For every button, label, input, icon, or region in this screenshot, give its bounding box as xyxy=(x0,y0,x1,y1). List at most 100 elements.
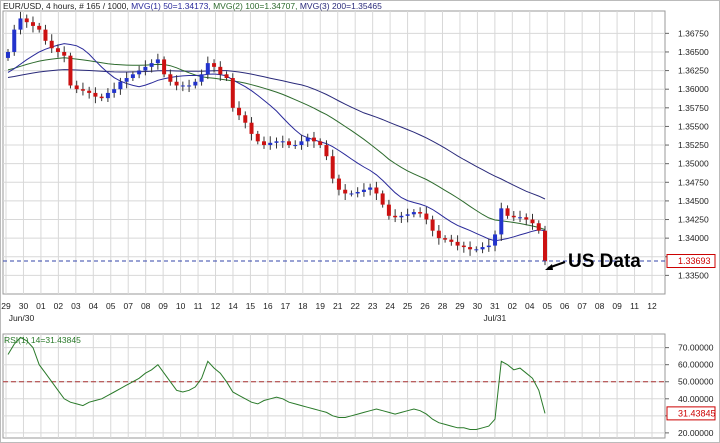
rsi-grid xyxy=(3,334,665,438)
mvg3-line xyxy=(7,69,546,200)
candle-up xyxy=(118,81,123,90)
candle-up xyxy=(180,85,185,87)
time-tick-label: 12 xyxy=(647,301,657,311)
current-price-marker xyxy=(666,254,716,269)
candle-down xyxy=(93,92,98,97)
time-axis: 29 30 01 02 03 04 05 07 08 09 10 11 12 14 15 16 17 18 19 21… xyxy=(1,301,657,323)
candle-down xyxy=(262,141,267,146)
candle-down xyxy=(393,215,398,218)
price-tick-label: 1.34500 xyxy=(678,196,709,206)
rsi-tick-label: 50.00000 xyxy=(678,377,714,387)
us-data-annotation: US Data xyxy=(568,251,641,272)
candle-up xyxy=(305,137,310,142)
time-tick-label: 04 xyxy=(89,301,99,311)
price-tick-label: 1.36000 xyxy=(678,84,709,94)
candle-up xyxy=(268,142,273,146)
candle-down xyxy=(449,239,454,242)
candle-down xyxy=(530,219,535,224)
price-tick-label: 1.35000 xyxy=(678,159,709,169)
time-tick-label: 12 xyxy=(211,301,221,311)
time-tick-label: 04 xyxy=(525,301,535,311)
time-tick-label: 11 xyxy=(630,301,639,311)
candle-down xyxy=(62,51,67,56)
candle-up xyxy=(368,187,373,190)
candle-down xyxy=(49,40,54,49)
time-tick-label: 28 xyxy=(438,301,448,311)
candle-up xyxy=(399,215,404,218)
time-tick-label: 08 xyxy=(141,301,151,311)
mvg1-label: MVG(1) 50=1.34173 xyxy=(131,1,209,11)
candle-down xyxy=(43,29,48,41)
candle-up xyxy=(137,70,142,75)
candle-up xyxy=(155,59,160,64)
candle-down xyxy=(318,141,323,146)
price-tick-label: 1.36500 xyxy=(678,47,709,57)
candle-down xyxy=(174,81,179,86)
time-tick-label: 16 xyxy=(263,301,273,311)
rsi-value-marker xyxy=(666,406,716,421)
candle-up xyxy=(105,92,110,99)
candle-up xyxy=(143,66,148,71)
price-grid xyxy=(3,32,665,276)
candle-up xyxy=(187,85,192,87)
current-price-label: 1.33693 xyxy=(678,256,711,266)
candle-up xyxy=(361,189,366,192)
candle-down xyxy=(168,74,173,82)
candle-up xyxy=(12,29,17,52)
rsi-line xyxy=(7,336,546,430)
candle-down xyxy=(212,63,217,67)
rsi-panel xyxy=(2,333,666,439)
price-tick-label: 1.34250 xyxy=(678,215,709,225)
time-tick-label: 23 xyxy=(368,301,378,311)
candle-up xyxy=(112,89,117,93)
candle-down xyxy=(468,247,473,250)
candle-down xyxy=(343,189,348,194)
price-tick-label: 1.33500 xyxy=(678,270,709,280)
rsi-tick-label: 40.00000 xyxy=(678,394,714,404)
candle-down xyxy=(243,115,248,123)
candle-down xyxy=(418,212,423,214)
candle-up xyxy=(199,74,204,82)
time-tick-label: 09 xyxy=(158,301,168,311)
candle-up xyxy=(280,141,285,143)
candle-down xyxy=(24,18,29,23)
time-tick-label: 14 xyxy=(228,301,238,311)
candle-up xyxy=(6,51,10,58)
time-tick-label: 29 xyxy=(455,301,465,311)
time-tick-label: 25 xyxy=(403,301,413,311)
candle-down xyxy=(336,178,341,190)
rsi-tick-label: 20.00000 xyxy=(678,428,714,438)
candle-down xyxy=(511,215,516,218)
time-tick-label: 06 xyxy=(560,301,570,311)
candle-down xyxy=(74,85,79,90)
time-tick-label: 17 xyxy=(281,301,291,311)
candle-down xyxy=(536,223,541,231)
time-tick-label: 19 xyxy=(316,301,326,311)
time-tick-label: 29 xyxy=(1,301,11,311)
candle-down xyxy=(455,241,460,246)
time-tick-label: 01 xyxy=(36,301,46,311)
price-tick-label: 1.35750 xyxy=(678,103,709,113)
candle-up xyxy=(493,234,498,246)
time-tick-label: 02 xyxy=(54,301,64,311)
time-tick-label: 11 xyxy=(194,301,203,311)
rsi-header: RSI(1) 14=31.43845 xyxy=(4,335,81,345)
price-tick-label: 1.36750 xyxy=(678,28,709,38)
time-tick-label: 18 xyxy=(298,301,308,311)
timeframe-label: , 4 hours, # 165 / 1000, xyxy=(41,1,128,11)
candle-up xyxy=(299,141,304,146)
price-axis: 1.36750 1.36500 1.36250 1.36000 1.35750 1.355… xyxy=(665,28,709,280)
time-tick-label: 03 xyxy=(71,301,81,311)
price-tick-label: 1.35500 xyxy=(678,121,709,131)
time-tick-label: 07 xyxy=(577,301,587,311)
candle-down xyxy=(237,107,242,116)
time-tick-label: 05 xyxy=(543,301,553,311)
annotation-arrowhead xyxy=(545,264,553,270)
time-tick-label: 21 xyxy=(333,301,343,311)
candle-down xyxy=(30,22,35,26)
time-tick-label: 05 xyxy=(106,301,116,311)
candle-up xyxy=(486,245,491,248)
candle-down xyxy=(99,96,104,99)
time-tick-label: 09 xyxy=(612,301,622,311)
candle-up xyxy=(193,81,198,86)
